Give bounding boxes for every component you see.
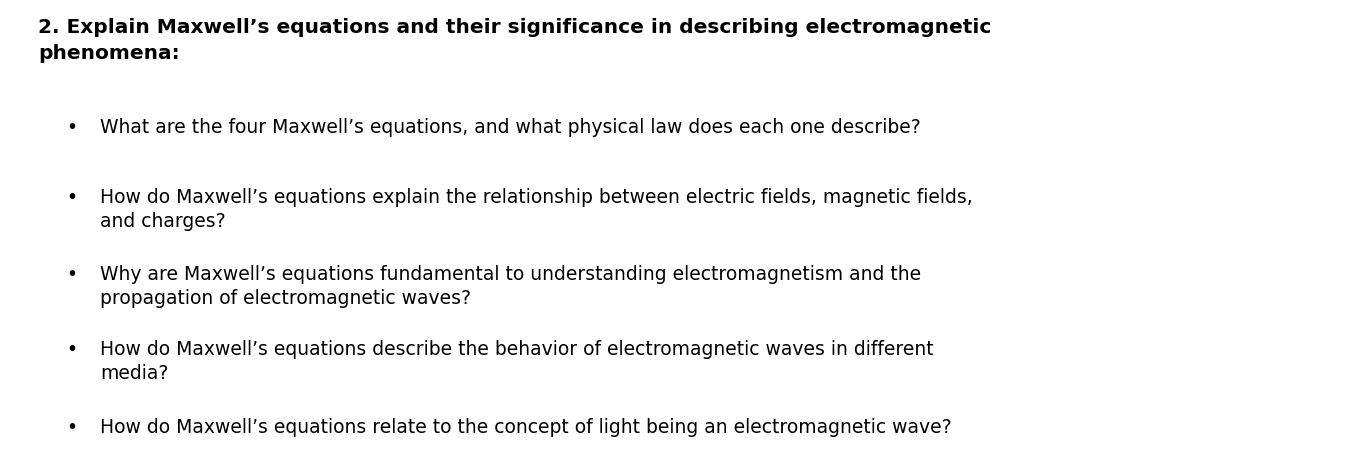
Text: phenomena:: phenomena: (38, 44, 179, 63)
Text: •: • (67, 340, 78, 359)
Text: and charges?: and charges? (100, 212, 225, 231)
Text: How do Maxwell’s equations explain the relationship between electric fields, mag: How do Maxwell’s equations explain the r… (100, 188, 973, 207)
Text: •: • (67, 265, 78, 284)
Text: What are the four Maxwell’s equations, and what physical law does each one descr: What are the four Maxwell’s equations, a… (100, 118, 921, 137)
Text: •: • (67, 418, 78, 437)
Text: 2. Explain Maxwell’s equations and their significance in describing electromagne: 2. Explain Maxwell’s equations and their… (38, 18, 992, 37)
Text: media?: media? (100, 364, 168, 383)
Text: •: • (67, 118, 78, 137)
Text: propagation of electromagnetic waves?: propagation of electromagnetic waves? (100, 289, 471, 308)
Text: How do Maxwell’s equations relate to the concept of light being an electromagnet: How do Maxwell’s equations relate to the… (100, 418, 952, 437)
Text: How do Maxwell’s equations describe the behavior of electromagnetic waves in dif: How do Maxwell’s equations describe the … (100, 340, 933, 359)
Text: Why are Maxwell’s equations fundamental to understanding electromagnetism and th: Why are Maxwell’s equations fundamental … (100, 265, 921, 284)
Text: •: • (67, 188, 78, 207)
